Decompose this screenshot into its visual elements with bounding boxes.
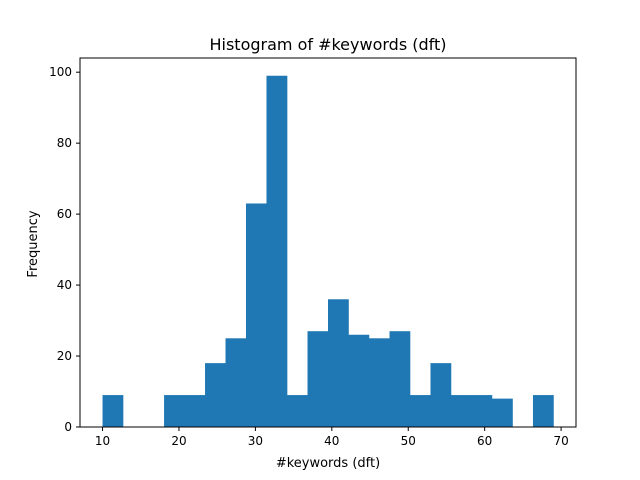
histogram-bar bbox=[491, 398, 513, 427]
histogram-bar bbox=[348, 334, 370, 427]
plot-frame bbox=[79, 57, 577, 428]
histogram-bar bbox=[389, 331, 411, 427]
y-tick-label: 80 bbox=[57, 136, 72, 150]
histogram-bar bbox=[287, 395, 308, 427]
histogram-bar bbox=[164, 395, 185, 427]
x-tick-label: 10 bbox=[95, 434, 110, 448]
x-tick-label: 40 bbox=[324, 434, 339, 448]
y-axis-label: Frequency bbox=[26, 210, 41, 277]
bars-group bbox=[102, 75, 554, 427]
y-tick-label: 100 bbox=[49, 65, 72, 79]
histogram-bar bbox=[102, 395, 124, 427]
x-axis-label: #keywords (dft) bbox=[276, 456, 380, 471]
y-ticks: 0 20 40 60 80 100 bbox=[49, 65, 80, 434]
x-tick-label: 60 bbox=[477, 434, 492, 448]
x-tick-label: 70 bbox=[553, 434, 568, 448]
histogram-bar bbox=[450, 395, 472, 427]
histogram-bar bbox=[430, 363, 452, 427]
y-tick-label: 0 bbox=[64, 420, 72, 434]
histogram-bar bbox=[266, 75, 288, 427]
histogram-bar bbox=[205, 363, 226, 427]
y-tick-label: 40 bbox=[57, 278, 72, 292]
y-tick-label: 20 bbox=[57, 349, 72, 363]
chart-title: Histogram of #keywords (dft) bbox=[209, 35, 446, 54]
histogram-bar bbox=[471, 395, 493, 427]
histogram-bar bbox=[328, 299, 349, 427]
histogram-bar bbox=[307, 331, 329, 427]
histogram-bar bbox=[184, 395, 206, 427]
histogram-bar bbox=[225, 338, 247, 427]
histogram-bar bbox=[245, 203, 267, 427]
histogram-bar bbox=[532, 395, 554, 427]
y-tick-label: 60 bbox=[57, 207, 72, 221]
histogram-bar bbox=[410, 395, 431, 427]
x-ticks: 10 20 30 40 50 60 70 bbox=[95, 427, 569, 448]
x-tick-label: 20 bbox=[171, 434, 186, 448]
x-tick-label: 50 bbox=[401, 434, 416, 448]
x-tick-label: 30 bbox=[248, 434, 263, 448]
histogram-bar bbox=[368, 338, 390, 427]
